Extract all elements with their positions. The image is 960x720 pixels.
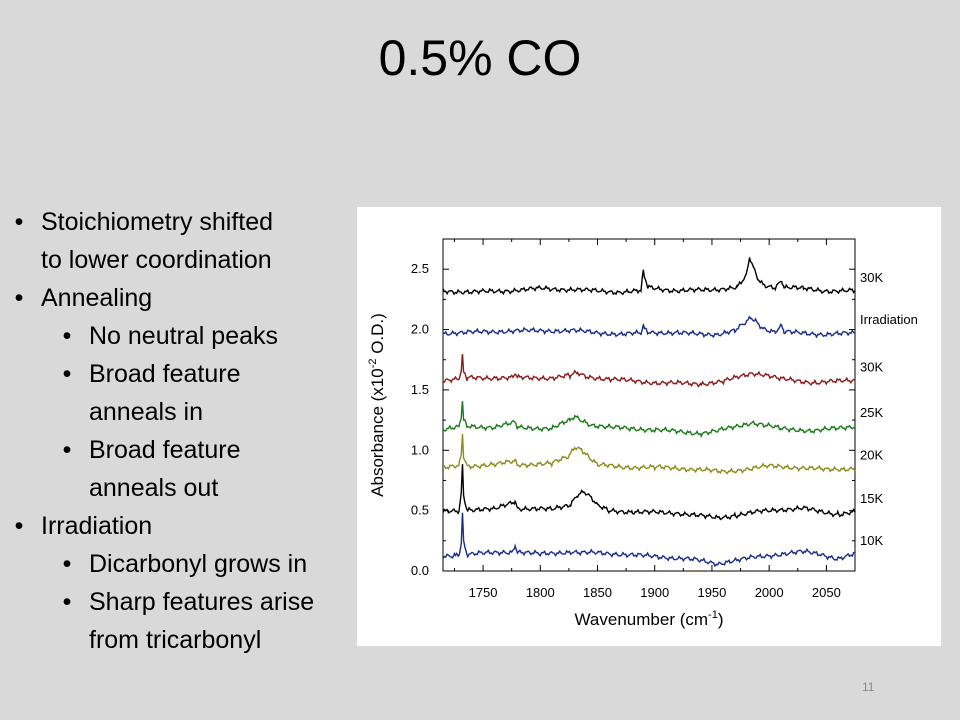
bullet-dot-icon: • <box>14 284 24 312</box>
series-label: Irradiation <box>860 312 918 327</box>
x-axis-label-sup: -1 <box>708 609 718 621</box>
bullet-text: anneals in <box>89 398 203 426</box>
bullet-dot-icon: • <box>62 360 72 388</box>
x-tick-label: 1800 <box>526 585 555 600</box>
x-tick-label: 2000 <box>755 585 784 600</box>
x-axis-label: Wavenumber (cm-1) <box>575 609 724 629</box>
y-axis-label-sup: -2 <box>367 359 379 369</box>
y-tick-label: 0.5 <box>411 503 429 518</box>
bullet-dot-icon: • <box>62 436 72 464</box>
series-line <box>442 512 856 568</box>
series-line <box>442 354 856 388</box>
x-tick-label: 1900 <box>640 585 669 600</box>
slide-title: 0.5% CO <box>378 30 582 86</box>
bullet-text: Stoichiometry shifted <box>41 208 274 236</box>
series-label: 15K <box>860 491 883 506</box>
series-label: 25K <box>860 405 883 420</box>
series-line <box>442 315 856 339</box>
spectra-chart-panel: 1750 1800 1850 1900 1950 2000 2050 0.0 0.5 1.0 1.5… <box>357 207 941 646</box>
bullet-dot-icon: • <box>14 208 24 236</box>
series-label: 20K <box>860 447 883 462</box>
bullet-text: Broad feature <box>89 436 241 464</box>
y-tick-label: 0.0 <box>411 563 429 578</box>
bullet-item: • No neutral peaks <box>12 317 357 355</box>
bullet-text: Broad feature <box>89 360 241 388</box>
bullet-text: from tricarbonyl <box>89 626 262 654</box>
series-line <box>442 464 856 521</box>
bullet-item: • Broad feature anneals in <box>12 355 357 431</box>
bullet-item: • Dicarbonyl grows in <box>12 545 357 583</box>
bullet-item: • Irradiation <box>12 507 357 545</box>
x-axis-label-main: Wavenumber (cm <box>575 610 709 629</box>
y-tick-label: 2.5 <box>411 261 429 276</box>
bullet-text: Annealing <box>41 284 153 312</box>
bullet-dot-icon: • <box>14 512 24 540</box>
x-tick-label: 1950 <box>697 585 726 600</box>
bullet-text: anneals out <box>89 474 219 502</box>
page-number: 11 <box>862 680 875 694</box>
ir-spectra-chart: 1750 1800 1850 1900 1950 2000 2050 0.0 0.5 1.0 1.5… <box>367 238 918 629</box>
bullet-text: Irradiation <box>41 512 153 540</box>
series-label: 30K <box>860 359 883 374</box>
x-tick-label: 2050 <box>812 585 841 600</box>
series-line <box>442 434 856 475</box>
y-axis-label: Absorbance (x10-2 O.D.) <box>367 313 387 497</box>
y-tick-label: 2.0 <box>411 322 429 337</box>
bullet-text: to lower coordination <box>41 246 272 274</box>
bullet-dot-icon: • <box>62 550 72 578</box>
y-axis-label-main: Absorbance (x10 <box>368 368 387 497</box>
bullet-text: No neutral peaks <box>89 322 279 350</box>
bullet-dot-icon: • <box>62 588 72 616</box>
x-tick-label: 1850 <box>583 585 612 600</box>
series-line <box>442 256 856 296</box>
series-label: 30K <box>860 270 883 285</box>
y-tick-label: 1.0 <box>411 442 429 457</box>
bullet-item: • Sharp features arise from tricarbonyl <box>12 583 357 659</box>
bullet-text: Dicarbonyl grows in <box>89 550 308 578</box>
series-line <box>442 401 856 438</box>
x-tick-label: 1750 <box>469 585 498 600</box>
bullet-item: • Stoichiometry shifted to lower coordinat… <box>12 203 357 279</box>
bullet-item: • Annealing <box>12 279 357 317</box>
y-axis-label-end: O.D.) <box>368 313 387 358</box>
bullet-item: • Broad feature anneals out <box>12 431 357 507</box>
plot-frame <box>442 238 856 572</box>
series-label: 10K <box>860 533 883 548</box>
bullet-dot-icon: • <box>62 322 72 350</box>
bullet-list: • Stoichiometry shifted to lower coordinat… <box>12 203 357 659</box>
bullet-text: Sharp features arise <box>89 588 315 616</box>
y-tick-label: 1.5 <box>411 382 429 397</box>
x-axis-label-end: ) <box>718 610 724 629</box>
